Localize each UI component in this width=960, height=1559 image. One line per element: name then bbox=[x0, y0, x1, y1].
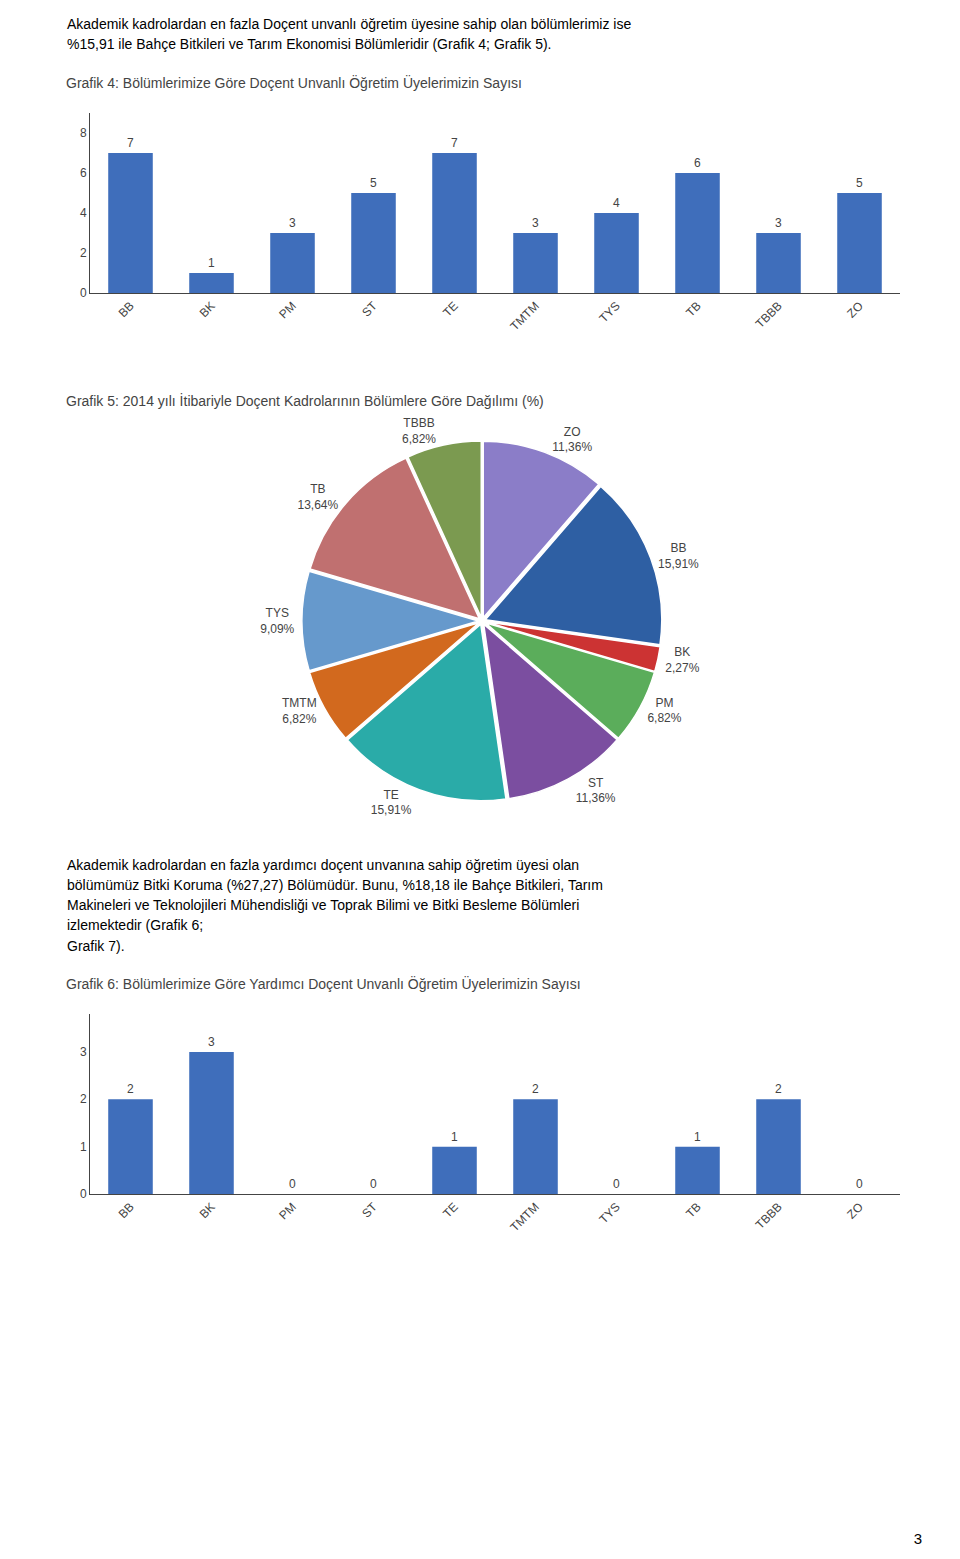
svg-text:BK: BK bbox=[197, 298, 218, 319]
html-text:izlemektedir (Grafik 6;: izlemektedir (Grafik 6; bbox=[67, 917, 204, 934]
svg-text:0: 0 bbox=[289, 1177, 296, 1191]
svg-text:TB: TB bbox=[683, 1200, 704, 1221]
svg-text:TBBB: TBBB bbox=[753, 1200, 785, 1232]
svg-text:Grafik 5: 2014 yılı İtibariyle: Grafik 5: 2014 yılı İtibariyle Doçent Ka… bbox=[66, 392, 544, 409]
svg-text:3: 3 bbox=[80, 1045, 87, 1059]
svg-text:BK: BK bbox=[197, 1200, 218, 1221]
svg-text:3: 3 bbox=[775, 216, 782, 230]
svg-text:7: 7 bbox=[127, 136, 134, 150]
svg-text:3: 3 bbox=[532, 216, 539, 230]
html-text:%15,91 ile Bahçe Bitkileri ve: %15,91 ile Bahçe Bitkileri ve Tarım Ekon… bbox=[67, 36, 552, 53]
html-text:bölümümüz Bitki Koruma (%27,27: bölümümüz Bitki Koruma (%27,27) Bölümüdü… bbox=[67, 876, 603, 893]
html-text:Makineleri ve Teknolojileri Mü: Makineleri ve Teknolojileri Mühendisliği… bbox=[67, 897, 580, 914]
svg-text:TB: TB bbox=[683, 298, 704, 319]
svg-text:0: 0 bbox=[80, 1187, 87, 1201]
html-text:Akademik kadrolardan en fazla: Akademik kadrolardan en fazla yardımcı d… bbox=[67, 856, 580, 873]
svg-text:0: 0 bbox=[80, 286, 87, 300]
svg-text:TMTM: TMTM bbox=[507, 298, 541, 332]
svg-text:5: 5 bbox=[856, 176, 863, 190]
svg-text:TMTM6,82%: TMTM6,82% bbox=[282, 696, 317, 726]
svg-text:0: 0 bbox=[856, 1177, 863, 1191]
svg-text:ST: ST bbox=[359, 1199, 380, 1220]
svg-text:2: 2 bbox=[80, 246, 87, 260]
svg-text:TMTM: TMTM bbox=[507, 1200, 541, 1234]
svg-text:3: 3 bbox=[208, 1035, 215, 1049]
html-text:Grafik 7).: Grafik 7). bbox=[67, 937, 125, 954]
svg-text:PM6,82%: PM6,82% bbox=[647, 695, 681, 725]
svg-text:1: 1 bbox=[80, 1140, 87, 1154]
svg-text:TYS9,09%: TYS9,09% bbox=[260, 606, 294, 636]
svg-text:6: 6 bbox=[694, 156, 701, 170]
svg-text:TE: TE bbox=[440, 1200, 461, 1221]
svg-text:TYS: TYS bbox=[596, 1200, 622, 1226]
svg-text:TE: TE bbox=[440, 298, 461, 319]
svg-text:2: 2 bbox=[127, 1082, 134, 1096]
svg-text:3: 3 bbox=[289, 216, 296, 230]
svg-text:7: 7 bbox=[451, 136, 458, 150]
svg-text:1: 1 bbox=[208, 256, 215, 270]
svg-text:ZO: ZO bbox=[844, 1200, 866, 1222]
svg-text:BB: BB bbox=[116, 1200, 137, 1221]
svg-text:0: 0 bbox=[370, 1177, 377, 1191]
svg-text:TYS: TYS bbox=[596, 298, 622, 324]
svg-text:4: 4 bbox=[80, 206, 87, 220]
svg-text:BK2,27%: BK2,27% bbox=[665, 645, 699, 675]
svg-text:0: 0 bbox=[613, 1177, 620, 1191]
svg-text:TE15,91%: TE15,91% bbox=[371, 787, 412, 817]
svg-text:ZO11,36%: ZO11,36% bbox=[552, 424, 592, 454]
svg-text:Grafik 4: Bölümlerimize Göre D: Grafik 4: Bölümlerimize Göre Doçent Unva… bbox=[66, 74, 522, 91]
svg-text:2: 2 bbox=[775, 1082, 782, 1096]
svg-text:4: 4 bbox=[613, 196, 620, 210]
svg-text:ZO: ZO bbox=[844, 298, 866, 320]
svg-text:PM: PM bbox=[276, 1200, 299, 1223]
html-text:3: 3 bbox=[913, 1530, 922, 1547]
svg-text:TB13,64%: TB13,64% bbox=[298, 482, 339, 512]
svg-text:TBBB: TBBB bbox=[753, 298, 785, 330]
svg-text:1: 1 bbox=[694, 1130, 701, 1144]
svg-text:TBBB6,82%: TBBB6,82% bbox=[402, 416, 436, 446]
svg-text:ST11,36%: ST11,36% bbox=[576, 775, 616, 805]
html-text:Akademik kadrolardan en fazla: Akademik kadrolardan en fazla Doçent unv… bbox=[67, 16, 632, 32]
svg-text:1: 1 bbox=[451, 1130, 458, 1144]
svg-text:BB: BB bbox=[116, 298, 137, 319]
svg-text:ST: ST bbox=[359, 298, 380, 319]
svg-text:2: 2 bbox=[532, 1082, 539, 1096]
svg-text:Grafik 6: Bölümlerimize Göre Y: Grafik 6: Bölümlerimize Göre Yardımcı Do… bbox=[66, 975, 581, 992]
svg-text:5: 5 bbox=[370, 176, 377, 190]
svg-text:PM: PM bbox=[276, 298, 299, 321]
svg-text:BB15,91%: BB15,91% bbox=[658, 541, 699, 571]
svg-text:8: 8 bbox=[80, 126, 87, 140]
svg-text:6: 6 bbox=[80, 166, 87, 180]
svg-text:2: 2 bbox=[80, 1093, 87, 1107]
